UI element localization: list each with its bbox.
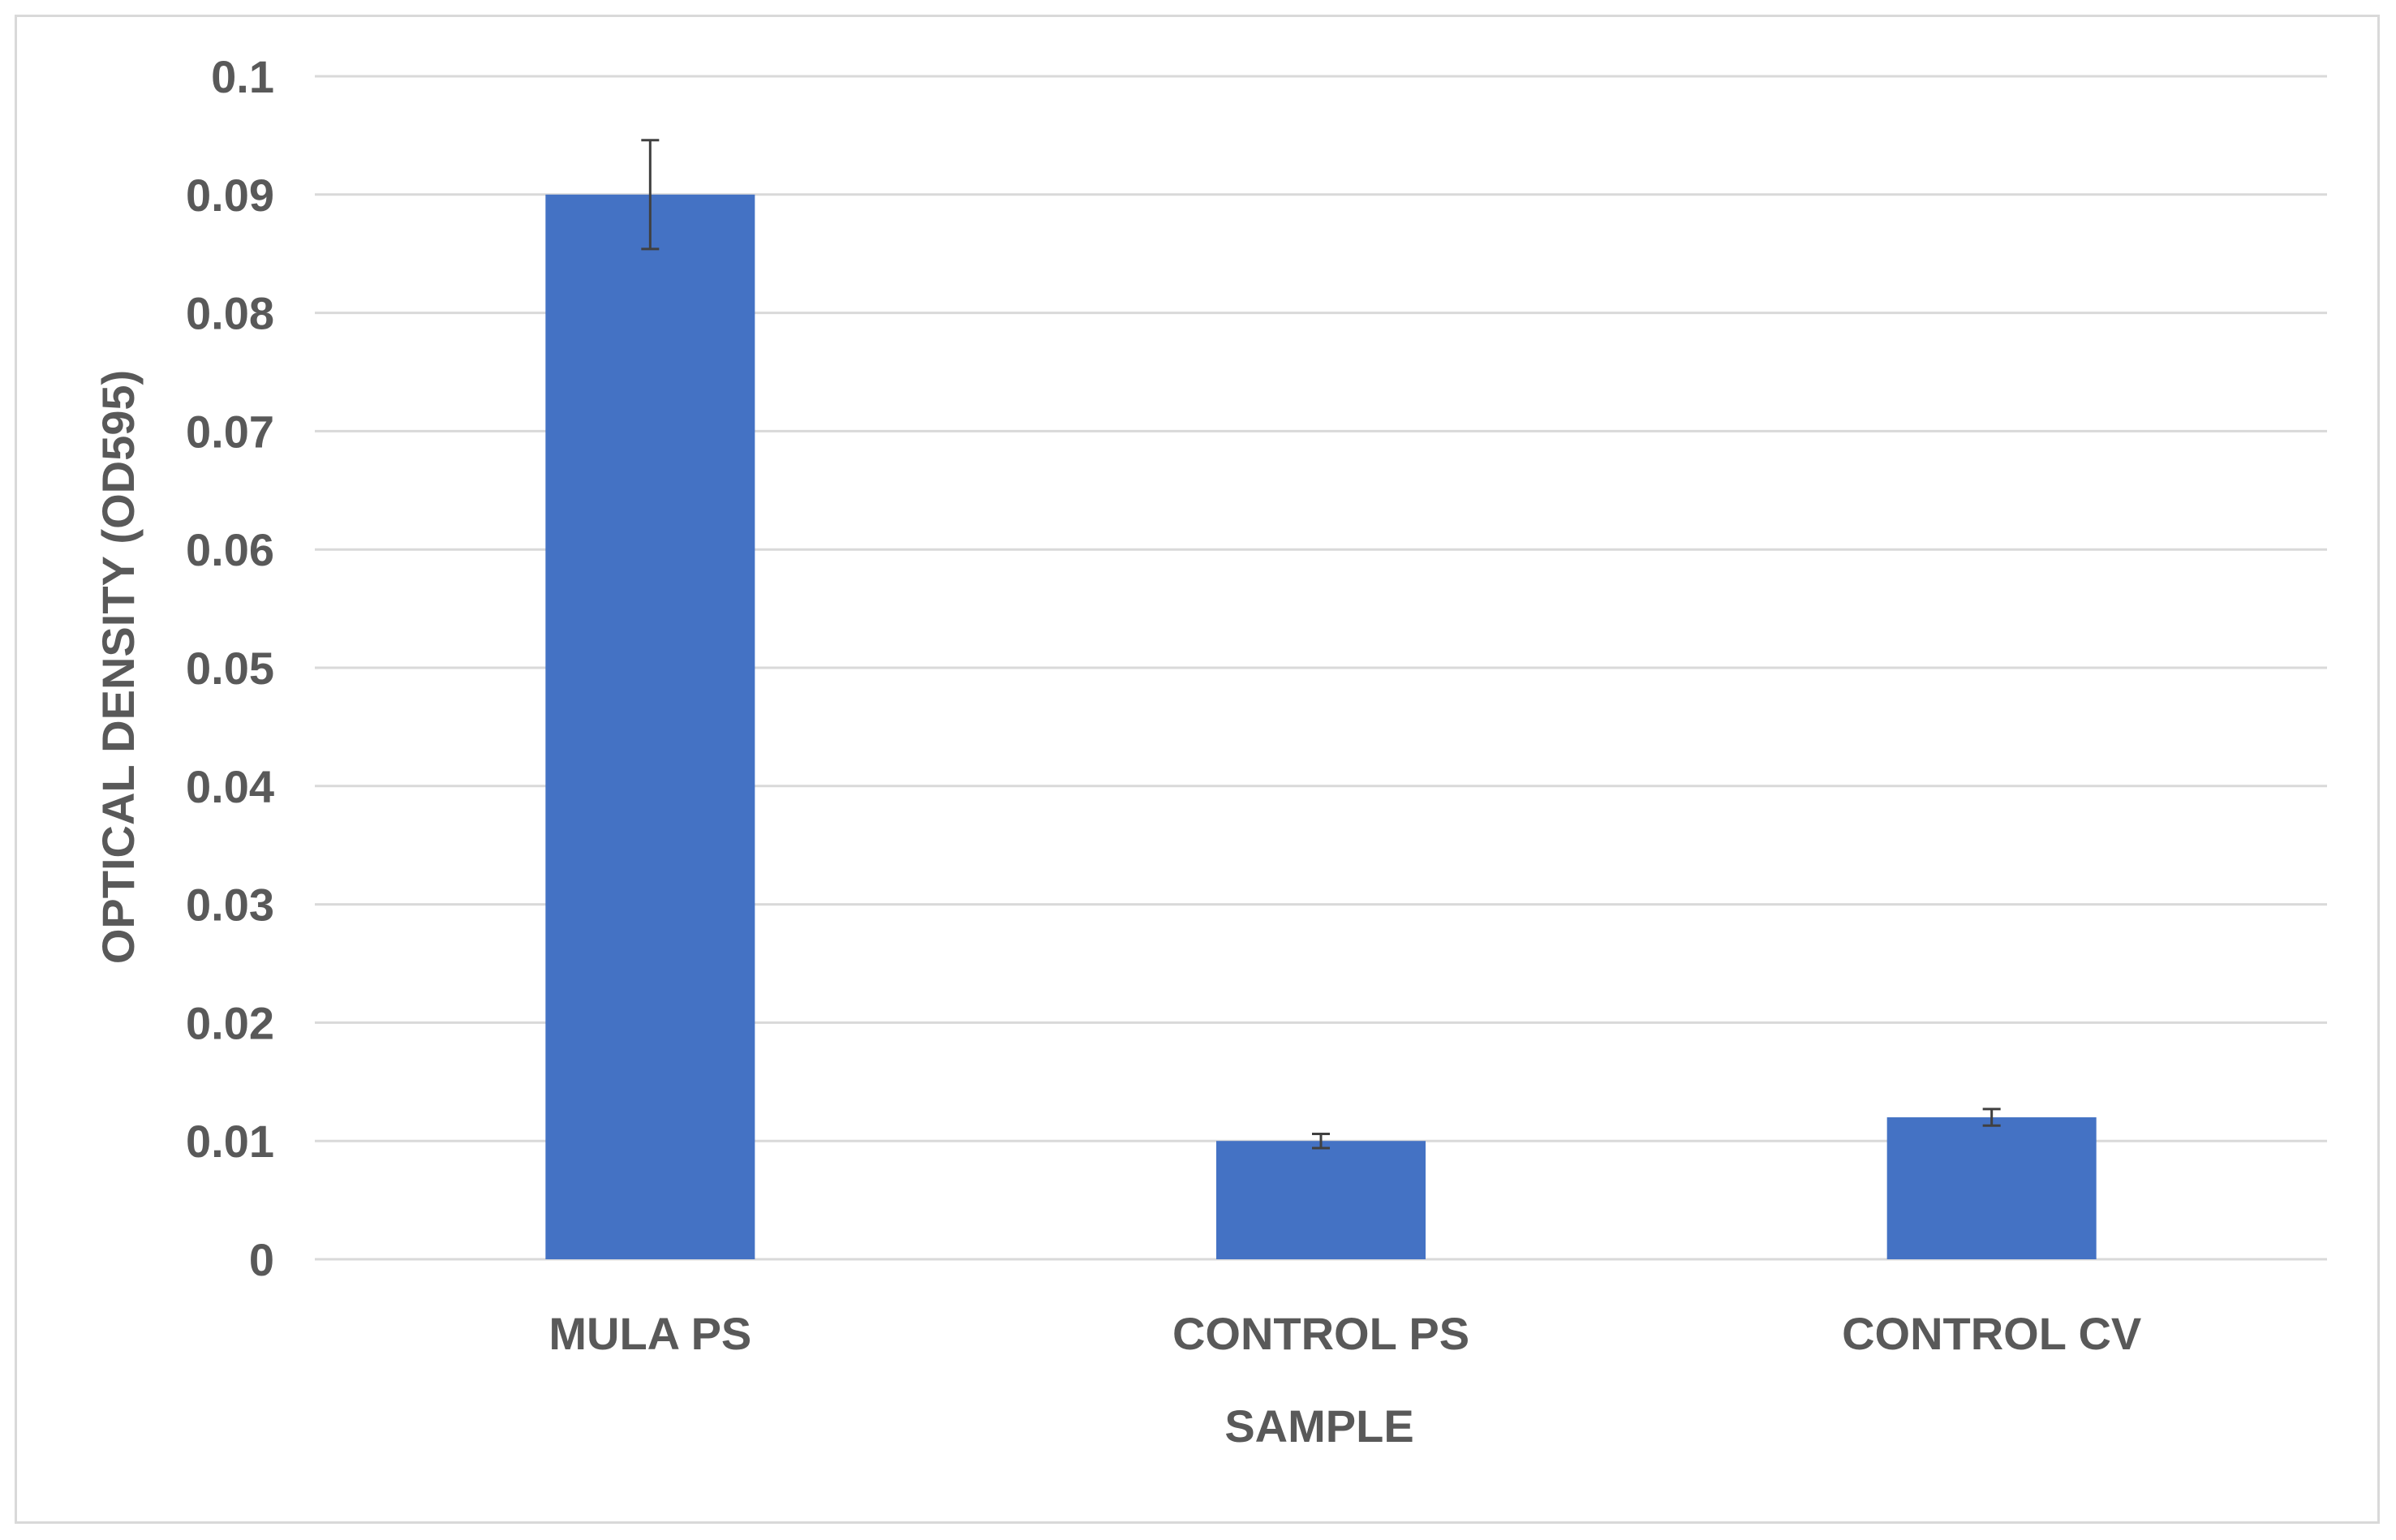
y-tick-label: 0.07 bbox=[186, 406, 274, 457]
y-tick-label: 0.05 bbox=[186, 643, 274, 694]
y-tick-label: 0.04 bbox=[186, 761, 274, 812]
y-tick-label: 0.08 bbox=[186, 288, 274, 339]
chart-frame bbox=[15, 15, 2380, 1524]
y-tick-label: 0.1 bbox=[211, 51, 274, 102]
bar bbox=[545, 194, 755, 1259]
y-axis-ticks: 0 0.01 0.02 0.03 0.04 0.05 0.06 0.07 0.08 0.09 0.1 bbox=[186, 51, 274, 1285]
bar bbox=[1216, 1141, 1426, 1259]
y-axis-title: OPTICAL DENSITY (OD595) bbox=[92, 370, 144, 964]
y-tick-label: 0.02 bbox=[186, 997, 274, 1048]
x-tick-label: CONTROL CV bbox=[1842, 1308, 2141, 1359]
bars bbox=[545, 194, 2097, 1259]
y-tick-label: 0.03 bbox=[186, 880, 274, 931]
x-axis-title: SAMPLE bbox=[1224, 1400, 1413, 1452]
x-tick-label: CONTROL PS bbox=[1172, 1308, 1469, 1359]
x-axis-ticks: MULA PS CONTROL PS CONTROL CV bbox=[548, 1308, 2141, 1359]
y-tick-label: 0 bbox=[249, 1234, 274, 1285]
x-tick-label: MULA PS bbox=[548, 1308, 751, 1359]
error-bars bbox=[641, 139, 2001, 1150]
y-tick-label: 0.06 bbox=[186, 524, 274, 575]
y-tick-label: 0.01 bbox=[186, 1116, 274, 1167]
y-tick-label: 0.09 bbox=[186, 170, 274, 221]
bar bbox=[1886, 1117, 2097, 1259]
